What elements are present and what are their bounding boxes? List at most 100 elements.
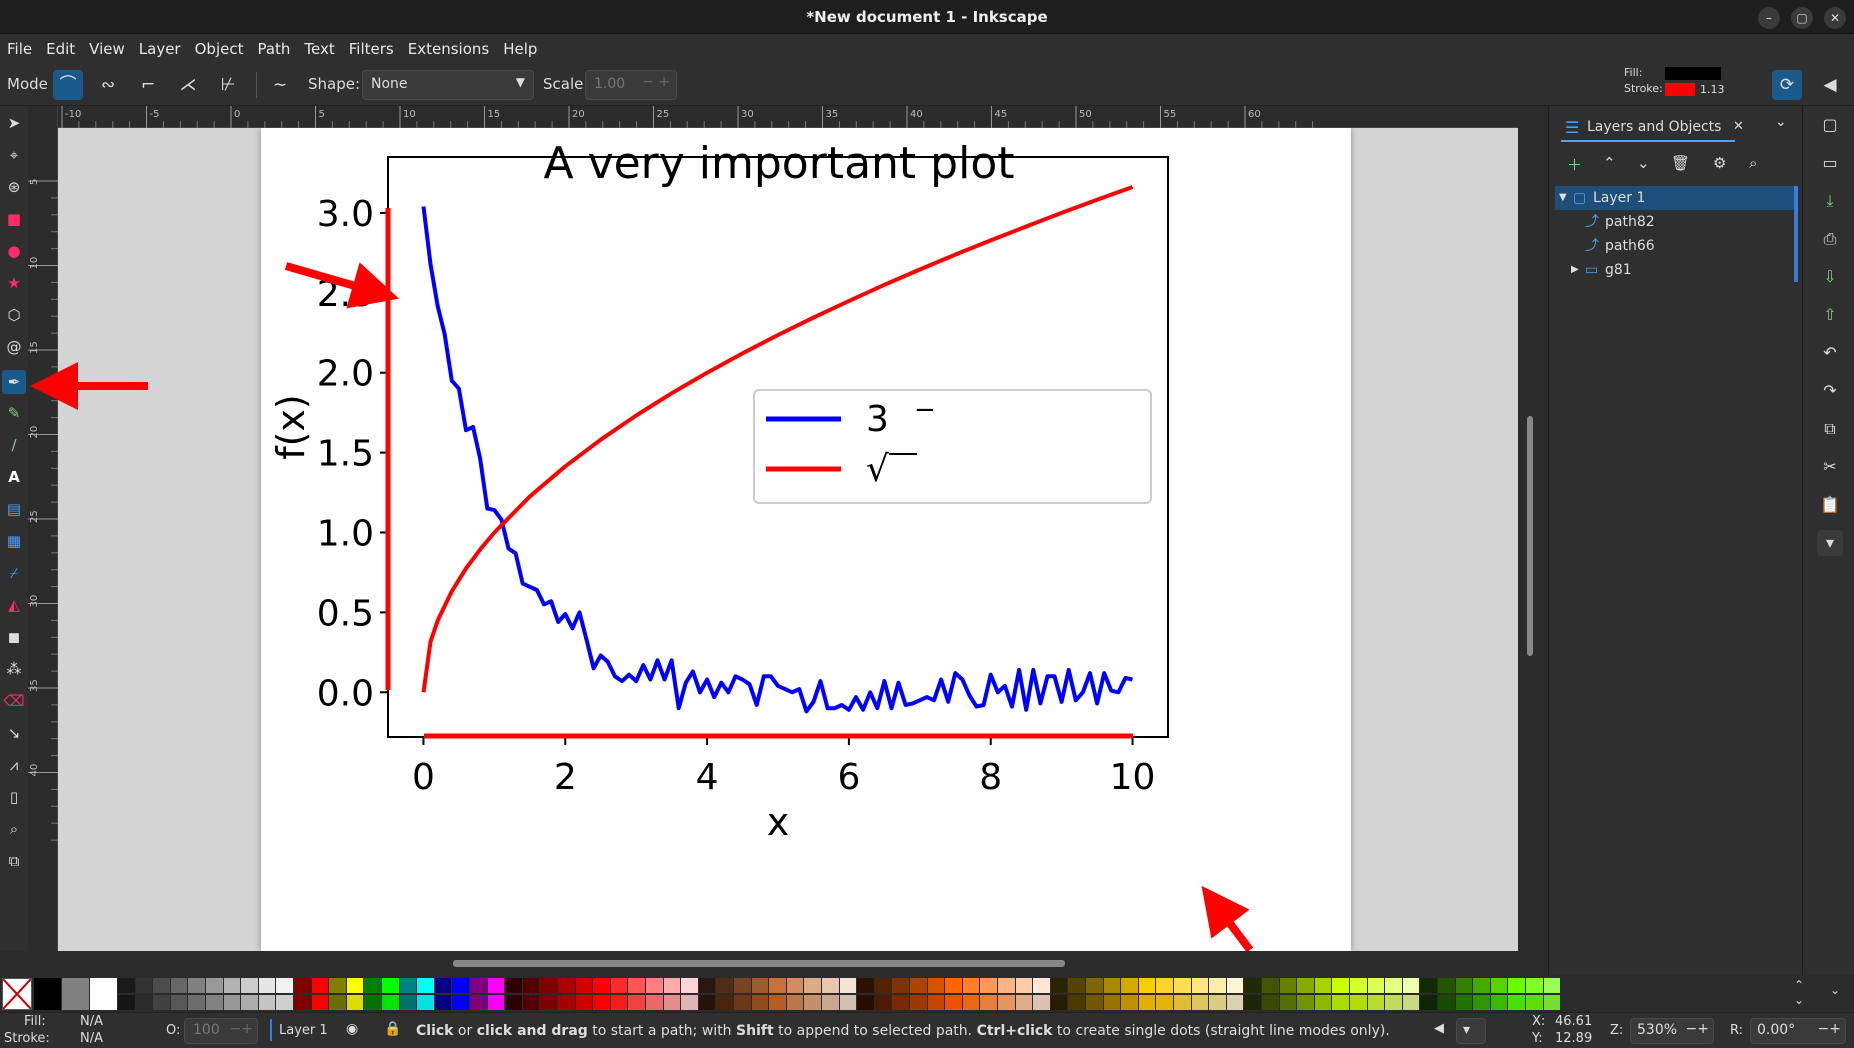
palette-swatch[interactable]	[294, 978, 311, 993]
palette-swatch[interactable]	[1156, 995, 1173, 1010]
redo-icon[interactable]: ↷	[1823, 381, 1837, 400]
new-document-icon[interactable]: ▢	[1822, 115, 1838, 134]
rectangle-tool-icon[interactable]: ■	[6, 210, 22, 228]
palette-swatch[interactable]	[399, 995, 417, 1010]
powerstroke-icon[interactable]: ∼	[272, 75, 288, 95]
plot-chart[interactable]: A very important plot 0 2 4 6 8 10 0.0 0.5 1.0 1…	[261, 128, 1351, 951]
palette-swatch[interactable]	[558, 995, 575, 1010]
palette-swatch[interactable]	[399, 978, 417, 993]
palette-swatch[interactable]	[1050, 978, 1068, 993]
object-row-path82[interactable]: ⤴ path82	[1555, 210, 1795, 234]
expand-arrow-icon[interactable]: ▼	[1559, 192, 1567, 203]
palette-swatch[interactable]	[1244, 995, 1261, 1010]
palette-swatch[interactable]	[1226, 978, 1244, 993]
spray-tool-icon[interactable]: ⁂	[6, 660, 22, 678]
palette-swatch[interactable]	[804, 978, 821, 993]
close-tab-icon[interactable]: ✕	[1733, 119, 1744, 134]
palette-swatch[interactable]	[628, 978, 645, 993]
horizontal-ruler[interactable]: -10 -5 0 5 10 15 20 25 30 35 40 45 50 55 60	[58, 106, 1518, 128]
palette-swatch[interactable]	[927, 978, 945, 993]
horizontal-scrollbar[interactable]	[58, 951, 1542, 975]
palette-swatch[interactable]	[311, 995, 329, 1010]
palette-swatch[interactable]	[1050, 995, 1068, 1010]
palette-swatch[interactable]	[1015, 978, 1033, 993]
fill-swatch[interactable]	[1665, 67, 1721, 80]
object-row-path66[interactable]: ⤴ path66	[1555, 234, 1795, 258]
palette-swatch[interactable]	[1490, 978, 1508, 993]
rotation-field[interactable]: 0.00° −+	[1750, 1018, 1846, 1044]
palette-swatch[interactable]	[34, 978, 61, 1010]
palette-swatch[interactable]	[1332, 978, 1349, 993]
open-file-icon[interactable]: ▭	[1822, 153, 1838, 172]
palette-swatch[interactable]	[751, 978, 769, 993]
pencil-tool-icon[interactable]: ✎	[7, 404, 21, 422]
palette-swatch[interactable]	[452, 978, 469, 993]
palette-swatch[interactable]	[1209, 978, 1226, 993]
settings-gear-icon[interactable]: ⚙	[1713, 154, 1727, 172]
palette-swatch[interactable]	[505, 978, 522, 993]
palette-swatch[interactable]	[610, 978, 628, 993]
palette-swatch[interactable]	[1473, 978, 1490, 993]
status-dropdown[interactable]: ▾	[1456, 1018, 1486, 1044]
palette-swatch[interactable]	[1103, 995, 1121, 1010]
palette-swatch[interactable]	[135, 995, 153, 1010]
bspline-mode-icon[interactable]: ⌐	[140, 75, 156, 95]
tweak-tool-icon[interactable]: ⊛	[7, 178, 21, 196]
palette-swatch[interactable]	[1508, 995, 1525, 1010]
palette-swatch[interactable]	[62, 978, 89, 1010]
palette-swatch[interactable]	[1332, 995, 1349, 1010]
palette-swatch[interactable]	[857, 978, 874, 993]
palette-swatch[interactable]	[962, 978, 980, 993]
palette-swatch[interactable]	[575, 978, 593, 993]
palette-swatch[interactable]	[241, 995, 258, 1010]
palette-swatch[interactable]	[1174, 978, 1191, 993]
palette-swatch[interactable]	[364, 978, 381, 993]
paint-bucket-tool-icon[interactable]: ◭	[8, 596, 20, 614]
copy-icon[interactable]: ⧉	[1824, 419, 1836, 438]
palette-swatch[interactable]	[751, 995, 769, 1010]
palette-swatch[interactable]	[241, 978, 258, 993]
measure-tool-icon[interactable]: ⧉	[8, 852, 20, 870]
palette-swatch[interactable]	[346, 995, 364, 1010]
palette-swatch[interactable]	[135, 978, 153, 993]
palette-menu-icon[interactable]: ⌄	[1830, 983, 1841, 997]
palette-swatch[interactable]	[910, 995, 927, 1010]
palette-swatch[interactable]	[258, 995, 276, 1010]
palette-swatch[interactable]	[258, 978, 276, 993]
palette-swatch[interactable]	[769, 995, 786, 1010]
palette-swatch[interactable]	[206, 978, 223, 993]
polyline-mode-icon[interactable]: ⋌	[179, 75, 197, 95]
palette-swatch[interactable]	[188, 978, 205, 993]
palette-swatch[interactable]	[206, 995, 223, 1010]
palette-swatch[interactable]	[1350, 978, 1367, 993]
palette-swatch[interactable]	[153, 995, 170, 1010]
import-icon[interactable]: ⇩	[1823, 267, 1837, 286]
palette-swatch[interactable]	[874, 995, 892, 1010]
palette-swatch[interactable]	[1543, 995, 1561, 1010]
palette-swatch[interactable]	[910, 978, 927, 993]
palette-swatch[interactable]	[663, 978, 681, 993]
palette-swatch[interactable]	[1367, 995, 1385, 1010]
palette-swatch[interactable]	[522, 995, 540, 1010]
expand-arrow-icon[interactable]: ▶	[1571, 264, 1579, 275]
paste-icon[interactable]: 📋	[1820, 495, 1840, 514]
palette-swatch[interactable]	[945, 995, 962, 1010]
palette-swatch[interactable]	[540, 995, 557, 1010]
palette-swatch[interactable]	[1121, 978, 1138, 993]
palette-swatch[interactable]	[276, 978, 293, 993]
bezier-mode-icon[interactable]: ⌒	[53, 70, 83, 100]
star-tool-icon[interactable]: ★	[7, 274, 21, 292]
palette-swatch[interactable]	[329, 995, 346, 1010]
collapse-left-icon[interactable]: ◀	[1823, 75, 1837, 95]
palette-swatch[interactable]	[1385, 978, 1402, 993]
palette-swatch[interactable]	[1174, 995, 1191, 1010]
palette-swatch[interactable]	[1086, 995, 1103, 1010]
more-commands-icon[interactable]: ▾	[1817, 530, 1843, 556]
palette-swatch[interactable]	[998, 995, 1015, 1010]
palette-swatch[interactable]	[593, 978, 610, 993]
palette-swatch[interactable]	[1420, 978, 1437, 993]
palette-swatch[interactable]	[1138, 978, 1156, 993]
palette-swatch[interactable]	[1455, 995, 1473, 1010]
tab-layers-objects[interactable]: ☰ Layers and Objects ✕	[1561, 114, 1744, 142]
snap-toggle-icon[interactable]: ⟳	[1772, 70, 1802, 100]
